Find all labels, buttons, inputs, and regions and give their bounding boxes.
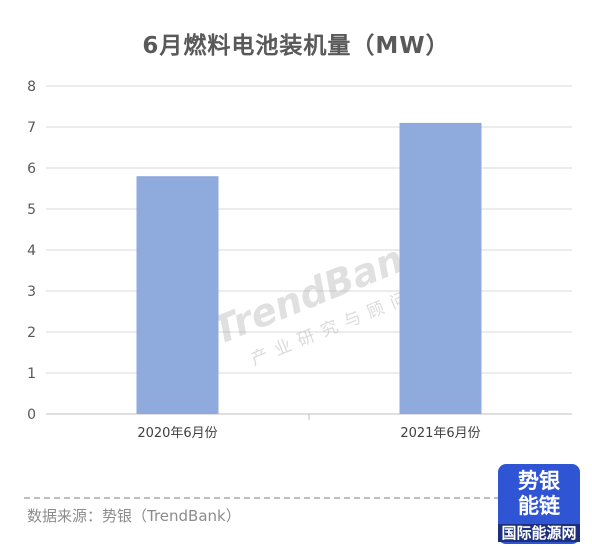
footer-divider bbox=[24, 497, 500, 499]
logo-line-1: 势银 bbox=[518, 469, 560, 493]
brand-logo: 势银 能链 国际能源网 bbox=[498, 464, 580, 544]
x-axis-categories: 2020年6月份 2021年6月份 bbox=[137, 414, 481, 441]
y-tick-label: 8 bbox=[27, 79, 36, 95]
y-tick-label: 0 bbox=[27, 407, 36, 423]
x-category-label: 2020年6月份 bbox=[137, 426, 217, 441]
y-tick-label: 7 bbox=[27, 120, 36, 136]
bar bbox=[399, 122, 482, 415]
gridlines bbox=[46, 85, 572, 415]
y-axis-ticks: 0 1 2 3 4 5 6 7 8 bbox=[27, 79, 36, 423]
y-tick-label: 5 bbox=[27, 202, 36, 218]
logo-line-2: 能链 bbox=[518, 494, 560, 518]
chart-title: 6月燃料电池装机量（MW） bbox=[142, 33, 450, 59]
x-category-label: 2021年6月份 bbox=[400, 426, 480, 441]
y-tick-label: 2 bbox=[27, 325, 36, 341]
data-source: 数据来源：势银（TrendBank） bbox=[27, 507, 241, 525]
logo-line-3: 国际能源网 bbox=[498, 524, 580, 542]
bar bbox=[136, 176, 219, 414]
bars bbox=[136, 122, 482, 415]
y-tick-label: 1 bbox=[27, 366, 36, 382]
y-tick-label: 4 bbox=[27, 243, 36, 259]
y-tick-label: 6 bbox=[27, 161, 36, 177]
y-tick-label: 3 bbox=[27, 284, 36, 300]
